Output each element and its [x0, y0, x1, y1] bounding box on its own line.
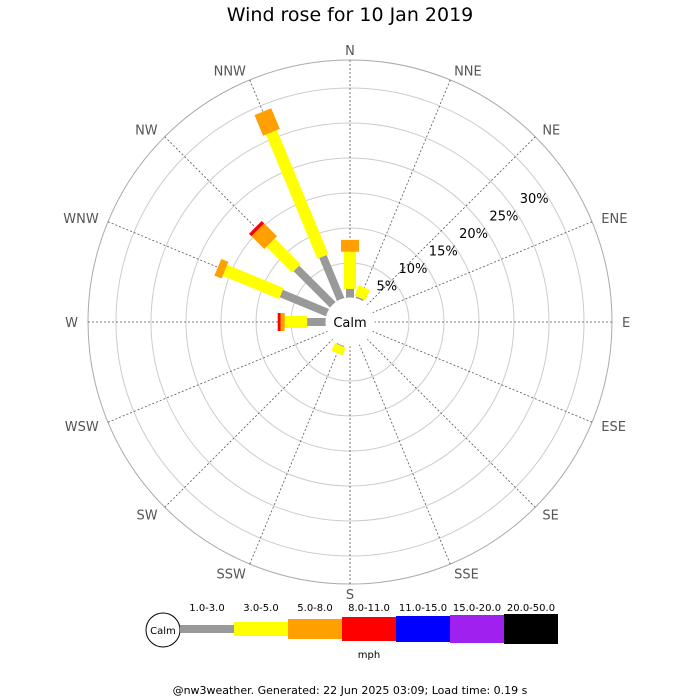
bar-nw-3.0-5.0 — [266, 238, 301, 273]
bar-nnw-5.0-8.0 — [254, 108, 280, 136]
legend-swatch-8.0-11.0 — [342, 617, 396, 641]
legend-units: mph — [358, 650, 380, 661]
grid-circle-25 — [150, 122, 550, 522]
direction-label-w: W — [65, 316, 78, 331]
direction-label-se: SE — [542, 508, 558, 523]
direction-label-nnw: NNW — [214, 65, 246, 80]
legend-label-5.0-8.0: 5.0-8.0 — [297, 603, 332, 614]
direction-label-ese: ESE — [601, 420, 626, 435]
direction-label-n: N — [345, 44, 355, 59]
speed-legend: Calm 1.0-3.0 3.0-5.0 5.0-8.0 8.0-11.0 11.0-15… — [145, 603, 558, 661]
bar-wnw-1.0-3.0 — [279, 289, 330, 317]
bar-w-5.0-8.0 — [280, 313, 285, 331]
direction-label-s: S — [346, 588, 354, 603]
legend-swatch-11.0-15.0 — [396, 616, 450, 642]
percent-label-15: 15% — [429, 245, 458, 260]
footer-text: @nw3weather. Generated: 22 Jun 2025 03:0… — [172, 684, 528, 697]
legend-label-3.0-5.0: 3.0-5.0 — [243, 603, 278, 614]
direction-label-nne: NNE — [454, 65, 482, 80]
calm-circle: Calm — [325, 297, 375, 347]
direction-label-wnw: WNW — [63, 212, 99, 227]
bar-n-3.0-5.0 — [344, 251, 356, 289]
legend-label-8.0-11.0: 8.0-11.0 — [348, 603, 390, 614]
bar-ssw-3.0-5.0 — [331, 343, 346, 356]
bar-w-3.0-5.0 — [284, 316, 308, 328]
legend-swatch-1.0-3.0 — [180, 625, 234, 633]
direction-label-wsw: WSW — [65, 420, 99, 435]
bar-nw-8.0-11.0 — [249, 221, 265, 237]
legend-label-15.0-20.0: 15.0-20.0 — [453, 603, 501, 614]
legend-swatch-3.0-5.0 — [234, 622, 288, 636]
percent-label-10: 10% — [399, 262, 428, 277]
legend-label-20.0-50.0: 20.0-50.0 — [507, 603, 555, 614]
calm-label: Calm — [333, 316, 366, 331]
bar-n-1.0-3.0 — [346, 288, 354, 298]
percent-labels: 5%10%15%20%25%30% — [376, 192, 548, 295]
legend-swatch-20.0-50.0 — [504, 614, 558, 644]
bar-wnw-3.0-5.0 — [222, 264, 284, 300]
legend-label-11.0-15.0: 11.0-15.0 — [399, 603, 447, 614]
bar-w-8.0-11.0 — [277, 313, 281, 331]
direction-labels: N NNE NE ENE E ESE SE SSE S SSW SW WSW W WNW NW NNW — [63, 44, 630, 603]
direction-label-e: E — [622, 316, 630, 331]
calm-circle-fill — [325, 297, 375, 347]
legend-swatch-5.0-8.0 — [288, 619, 342, 639]
bar-w-1.0-3.0 — [307, 318, 326, 326]
direction-label-ene: ENE — [601, 212, 627, 227]
legend-label-1.0-3.0: 1.0-3.0 — [189, 603, 224, 614]
page-title: Wind rose for 10 Jan 2019 — [226, 4, 474, 26]
legend-calm-label: Calm — [150, 626, 176, 637]
direction-label-ne: NE — [542, 124, 560, 139]
direction-label-sse: SSE — [454, 567, 479, 582]
direction-label-sw: SW — [137, 508, 158, 523]
percent-label-20: 20% — [459, 227, 488, 242]
bar-nw-1.0-3.0 — [293, 265, 336, 308]
wind-bars — [214, 108, 370, 356]
bar-n-5.0-8.0 — [341, 239, 359, 252]
bar-nne-3.0-5.0 — [354, 285, 370, 301]
direction-label-nw: NW — [135, 124, 158, 139]
percent-label-5: 5% — [376, 280, 397, 295]
percent-label-30: 30% — [520, 192, 549, 207]
bar-nne-1.0-3.0 — [355, 296, 364, 302]
legend-swatch-15.0-20.0 — [450, 615, 504, 643]
bar-ssw-1.0-3.0 — [336, 342, 345, 347]
direction-label-ssw: SSW — [217, 567, 247, 582]
bar-nnw-3.0-5.0 — [265, 130, 329, 259]
bar-wnw-5.0-8.0 — [214, 259, 229, 279]
percent-label-25: 25% — [489, 210, 518, 225]
bar-nnw-1.0-3.0 — [319, 255, 345, 302]
bar-nw-5.0-8.0 — [251, 223, 277, 249]
